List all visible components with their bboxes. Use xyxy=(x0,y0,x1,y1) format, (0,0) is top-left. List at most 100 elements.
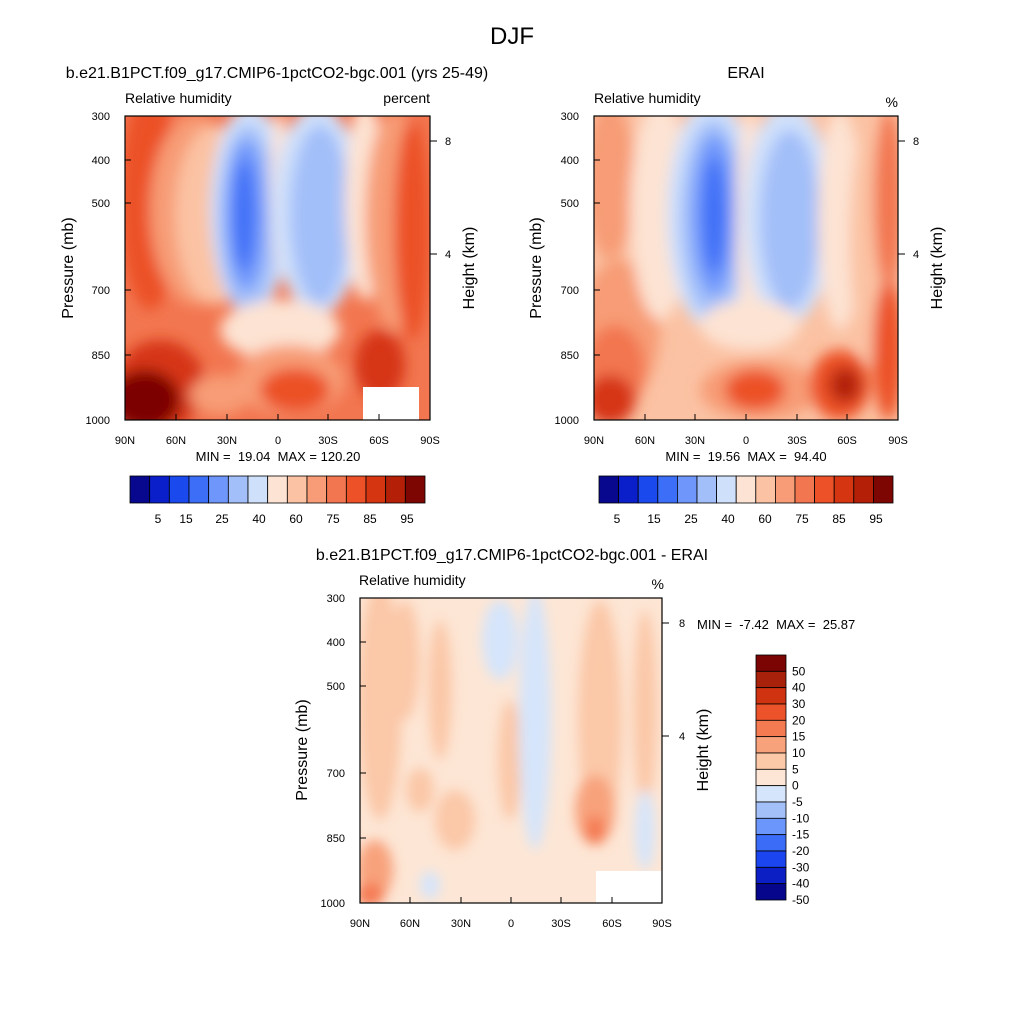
y-tick-label: 400 xyxy=(327,637,345,649)
colorbar-swatch xyxy=(853,475,874,504)
x-tick-label: 30N xyxy=(685,435,705,447)
colorbar-label: 95 xyxy=(869,512,883,526)
colorbar-label: 85 xyxy=(832,512,846,526)
colorbar-swatch xyxy=(208,475,229,504)
colorbar-label: 50 xyxy=(792,664,806,678)
colorbar xyxy=(129,475,426,504)
y2-tick-label: 4 xyxy=(679,731,685,743)
colorbar-swatch xyxy=(794,475,816,504)
panel-left-label: Relative humidity xyxy=(359,572,466,588)
y-axis-right: 8 4 xyxy=(430,136,451,261)
y-tick-label: 700 xyxy=(561,285,579,297)
y-tick-label: 500 xyxy=(92,198,110,210)
x-tick-label: 90N xyxy=(350,918,370,930)
colorbar-swatch xyxy=(775,475,796,504)
panel-right-label: percent xyxy=(383,90,430,106)
colorbar-label: 5 xyxy=(792,762,799,776)
panel-title: ERAI xyxy=(727,65,764,82)
y2-tick-label: 8 xyxy=(445,136,451,148)
colorbar-swatch xyxy=(735,475,757,504)
panel-right-label: % xyxy=(886,94,898,110)
x-tick-label: 30N xyxy=(217,435,237,447)
colorbar-label: 85 xyxy=(363,512,377,526)
x-axis: 90N 60N 30N 0 30S 60S 90S xyxy=(584,414,908,447)
colorbar-label: -15 xyxy=(792,828,810,842)
x-tick-label: 90N xyxy=(584,435,604,447)
y2-tick-label: 4 xyxy=(445,249,451,261)
y-axis-left: 300 400 500 700 850 1000 xyxy=(555,111,600,427)
colorbar-labels: 5 15 25 40 60 75 85 95 xyxy=(614,512,883,526)
panel-title: b.e21.B1PCT.f09_g17.CMIP6-1pctCO2-bgc.00… xyxy=(316,547,708,564)
colorbar-swatch xyxy=(755,752,787,770)
colorbar-swatch xyxy=(345,475,367,504)
y-tick-label: 850 xyxy=(92,350,110,362)
colorbar-swatch xyxy=(755,687,787,705)
colorbar-swatch xyxy=(755,834,787,852)
colorbar-swatch xyxy=(247,475,269,504)
x-tick-label: 60S xyxy=(837,435,857,447)
colorbar-label: 25 xyxy=(215,512,229,526)
colorbar-swatch xyxy=(227,475,249,504)
contour-field xyxy=(125,116,430,420)
panel-title: b.e21.B1PCT.f09_g17.CMIP6-1pctCO2-bgc.00… xyxy=(66,65,488,82)
y-tick-label: 400 xyxy=(561,155,579,167)
x-tick-label: 60S xyxy=(369,435,389,447)
colorbar-swatch xyxy=(365,475,387,504)
colorbar-label: 30 xyxy=(792,697,806,711)
colorbar-swatch xyxy=(755,801,787,819)
x-tick-label: 90S xyxy=(652,918,672,930)
y2-tick-label: 8 xyxy=(913,136,919,148)
colorbar-swatch xyxy=(657,475,678,504)
colorbar-swatch xyxy=(267,475,288,504)
panel-model: b.e21.B1PCT.f09_g17.CMIP6-1pctCO2-bgc.00… xyxy=(60,65,488,526)
x-tick-label: 0 xyxy=(275,435,281,447)
colorbar-swatch xyxy=(404,475,426,504)
colorbar-labels: 5 15 25 40 60 75 85 95 xyxy=(155,512,414,526)
x-tick-label: 30S xyxy=(551,918,571,930)
y-axis-right: 8 4 xyxy=(898,136,919,261)
y2-axis-label: Height (km) xyxy=(929,227,946,310)
colorbar-swatch xyxy=(755,850,787,868)
y-axis-right: 8 4 xyxy=(662,618,685,743)
y-tick-label: 850 xyxy=(561,350,579,362)
x-tick-label: 90N xyxy=(115,435,135,447)
y-axis-left: 300 400 500 700 850 1000 xyxy=(321,593,366,910)
colorbar-swatch xyxy=(149,475,170,504)
colorbar-swatch xyxy=(716,475,737,504)
y-tick-label: 400 xyxy=(92,155,110,167)
colorbar-label: 40 xyxy=(721,512,735,526)
panel-diff: b.e21.B1PCT.f09_g17.CMIP6-1pctCO2-bgc.00… xyxy=(294,547,855,930)
x-tick-label: 90S xyxy=(888,435,908,447)
contour-field xyxy=(594,116,898,420)
colorbar xyxy=(598,475,894,504)
colorbar-label: -50 xyxy=(792,893,810,907)
y-tick-label: 300 xyxy=(327,593,345,605)
colorbar-label: -30 xyxy=(792,860,810,874)
figure-title: DJF xyxy=(490,23,534,50)
colorbar-swatch xyxy=(385,475,406,504)
y-tick-label: 1000 xyxy=(321,898,345,910)
y-axis-label: Pressure (mb) xyxy=(60,217,77,318)
colorbar-swatch xyxy=(814,475,835,504)
colorbar-swatch xyxy=(755,719,787,738)
panel-obs: ERAI Relative humidity % xyxy=(528,65,946,526)
colorbar-label: 0 xyxy=(792,779,799,793)
colorbar-swatch xyxy=(618,475,639,504)
colorbar-label: -10 xyxy=(792,811,810,825)
min-max-label: MIN = 19.04 MAX = 120.20 xyxy=(196,449,361,464)
colorbar-label: 10 xyxy=(792,746,806,760)
x-tick-label: 0 xyxy=(508,918,514,930)
y-tick-label: 700 xyxy=(92,285,110,297)
colorbar-swatch xyxy=(755,866,787,885)
colorbar-label: 15 xyxy=(647,512,661,526)
min-max-label: MIN = 19.56 MAX = 94.40 xyxy=(665,449,826,464)
colorbar-swatch xyxy=(755,654,787,672)
y-tick-label: 700 xyxy=(327,768,345,780)
colorbar-label: 5 xyxy=(614,512,621,526)
colorbar-swatch xyxy=(755,785,787,803)
y2-tick-label: 8 xyxy=(679,618,685,630)
colorbar-swatch xyxy=(833,475,855,504)
panel-left-label: Relative humidity xyxy=(594,90,701,106)
